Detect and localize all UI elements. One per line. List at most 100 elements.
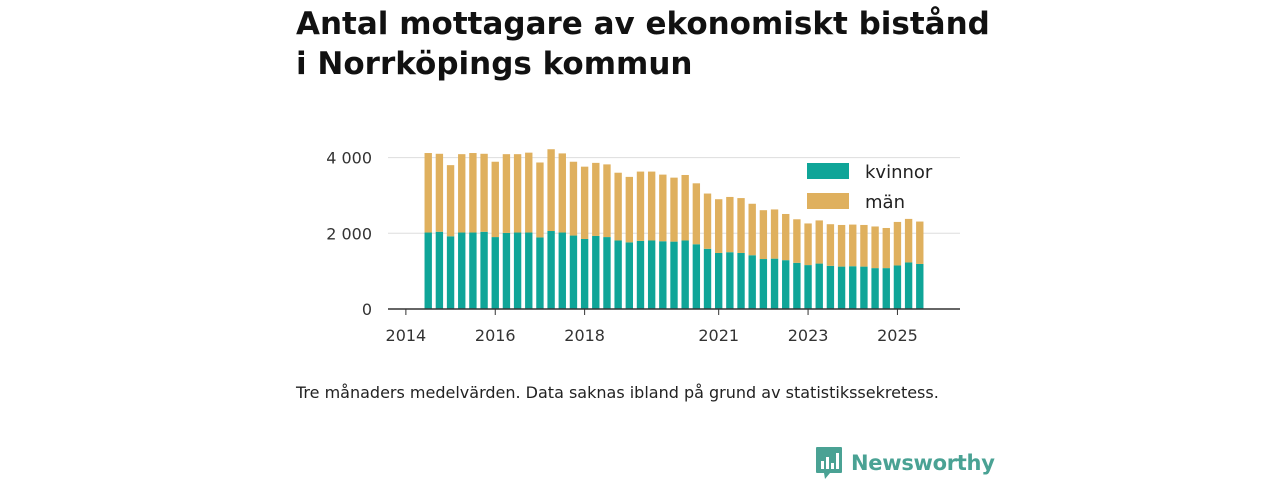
bar-kvinnor: [491, 237, 499, 309]
bar-kvinnor: [737, 252, 745, 309]
bar-män: [446, 165, 455, 237]
y-axis-ticks: 0 2 000 4 000: [326, 149, 372, 319]
bar-kvinnor: [904, 262, 913, 309]
bar-kvinnor: [759, 259, 768, 309]
bar-kvinnor: [614, 240, 622, 309]
bar-kvinnor: [748, 255, 756, 309]
bar-män: [748, 203, 756, 256]
bar-kvinnor: [793, 262, 801, 309]
bar-män: [469, 153, 477, 233]
bar-kvinnor: [659, 241, 667, 309]
x-axis-ticks: 2014 2016 2018 2021 2023 2025: [386, 309, 918, 345]
bar-kvinnor: [647, 240, 656, 309]
chart-title-line-2: i Norrköpings kommun: [296, 46, 693, 82]
legend-swatch-kvinnor: [807, 163, 849, 179]
bar-kvinnor: [849, 266, 857, 309]
bar-män: [491, 161, 499, 238]
bar-kvinnor: [636, 240, 645, 309]
bar-män: [647, 171, 656, 241]
bar-kvinnor: [893, 265, 902, 309]
bar-män: [815, 220, 823, 264]
bar-kvinnor: [469, 232, 477, 309]
x-tick-label: 2016: [475, 326, 516, 345]
bar-män: [860, 224, 868, 267]
bar-män: [670, 177, 678, 242]
bar-kvinnor: [670, 241, 678, 309]
bar-kvinnor: [916, 263, 924, 309]
bar-kvinnor: [692, 244, 701, 309]
y-tick-label: 4 000: [326, 149, 372, 168]
bar-män: [480, 153, 488, 232]
bar-kvinnor: [782, 260, 790, 309]
bar-män: [580, 166, 589, 239]
bar-kvinnor: [804, 265, 812, 309]
bar-kvinnor: [681, 240, 689, 309]
bar-kvinnor: [424, 232, 432, 309]
bar-kvinnor: [536, 237, 544, 309]
bar-kvinnor: [625, 242, 633, 309]
bar-kvinnor: [580, 238, 589, 309]
bar-kvinnor: [458, 232, 466, 309]
bar-män: [547, 149, 555, 232]
bar-kvinnor: [871, 268, 879, 309]
bar-män: [569, 161, 578, 236]
bar-män: [882, 227, 890, 269]
legend-label-män: män: [865, 192, 905, 213]
bar-män: [826, 224, 835, 266]
x-tick-label: 2025: [877, 326, 918, 345]
chart-title: Antal mottagare av ekonomiskt bistånd i …: [296, 4, 1016, 84]
bar-kvinnor: [502, 232, 511, 309]
x-tick-label: 2014: [386, 326, 427, 345]
bar-män: [737, 198, 745, 253]
bar-kvinnor: [547, 231, 555, 309]
bar-män: [715, 199, 723, 253]
bar-kvinnor: [592, 235, 600, 309]
bar-män: [424, 153, 432, 233]
bar-kvinnor: [603, 237, 611, 309]
bar-män: [525, 152, 533, 233]
bar-män: [636, 171, 645, 241]
bar-kvinnor: [480, 231, 488, 309]
bar-män: [726, 196, 734, 253]
bar-män: [916, 221, 924, 264]
x-tick-label: 2021: [698, 326, 739, 345]
bar-kvinnor: [815, 263, 823, 309]
newsworthy-logo-icon: [816, 447, 842, 479]
bar-män: [458, 154, 466, 233]
bar-män: [893, 221, 902, 266]
bar-män: [782, 213, 790, 261]
legend-label-kvinnor: kvinnor: [865, 162, 933, 183]
bar-män: [692, 183, 701, 245]
bar-kvinnor: [837, 266, 846, 309]
bar-kvinnor: [826, 265, 835, 309]
bar-män: [625, 176, 633, 243]
bar-män: [904, 218, 913, 263]
bar-män: [592, 162, 600, 236]
bar-män: [681, 174, 689, 241]
bar-män: [502, 154, 511, 233]
bar-kvinnor: [525, 232, 533, 309]
x-tick-label: 2018: [564, 326, 605, 345]
bars: [424, 149, 924, 309]
bar-kvinnor: [860, 266, 868, 309]
bar-män: [849, 224, 857, 267]
bar-män: [804, 223, 812, 266]
bar-män: [435, 153, 444, 232]
bar-män: [614, 172, 622, 241]
bar-kvinnor: [726, 252, 734, 309]
bar-kvinnor: [770, 258, 779, 309]
bar-män: [871, 226, 879, 269]
bar-kvinnor: [569, 235, 578, 309]
bar-kvinnor: [703, 248, 712, 309]
bar-kvinnor: [882, 268, 890, 309]
bar-män: [513, 154, 522, 233]
x-tick-label: 2023: [788, 326, 829, 345]
chart-footnote: Tre månaders medelvärden. Data saknas ib…: [296, 383, 939, 402]
bar-kvinnor: [446, 236, 455, 309]
bar-män: [536, 162, 544, 238]
bar-kvinnor: [513, 232, 522, 309]
chart-title-line-1: Antal mottagare av ekonomiskt bistånd: [296, 6, 990, 42]
bar-män: [793, 219, 801, 263]
brand-name: Newsworthy: [851, 451, 995, 475]
